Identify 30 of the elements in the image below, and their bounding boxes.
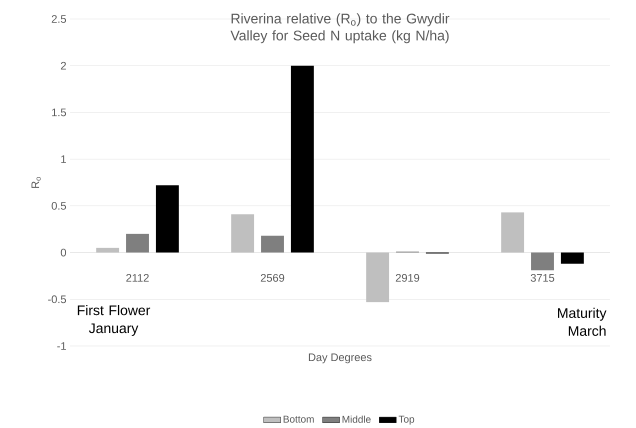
bar xyxy=(96,248,120,252)
annotation: Maturity March xyxy=(558,308,606,336)
bar xyxy=(156,185,179,252)
chart-title: Riverina relative (R$_{o}$) to the Gwydir Valley for Seed N uptake (kg N/ha) xyxy=(230,13,450,44)
y-tick-label: 0 xyxy=(60,248,66,256)
x-tick-label: 2569 xyxy=(260,274,284,282)
x-tick-label: 3715 xyxy=(530,274,554,282)
x-axis-title: Day Degrees xyxy=(308,353,372,364)
bar xyxy=(560,252,584,264)
annotation: First Flower January xyxy=(78,304,150,336)
bar xyxy=(261,236,284,252)
bar xyxy=(366,252,390,302)
bar xyxy=(501,212,524,252)
bar xyxy=(231,214,254,252)
y-axis-title: R$_{o}$ xyxy=(32,176,41,188)
y-tick-label: 1.5 xyxy=(52,108,66,116)
y-tick-label: -1 xyxy=(57,342,66,350)
y-tick-label: 1 xyxy=(61,155,66,163)
legend-label: Bottom xyxy=(284,416,314,423)
bar xyxy=(290,66,314,252)
x-tick-label: 2112 xyxy=(126,274,149,282)
y-tick-label: -0.5 xyxy=(48,295,66,304)
bar xyxy=(126,234,149,252)
legend-label: Top xyxy=(398,416,414,425)
y-tick-label: 2.5 xyxy=(52,15,66,23)
bar xyxy=(531,252,554,270)
y-tick-label: 2 xyxy=(60,62,66,70)
x-tick-label: 2919 xyxy=(396,274,420,282)
legend-label: Middle xyxy=(342,415,371,423)
y-tick-label: 0.5 xyxy=(52,202,66,210)
